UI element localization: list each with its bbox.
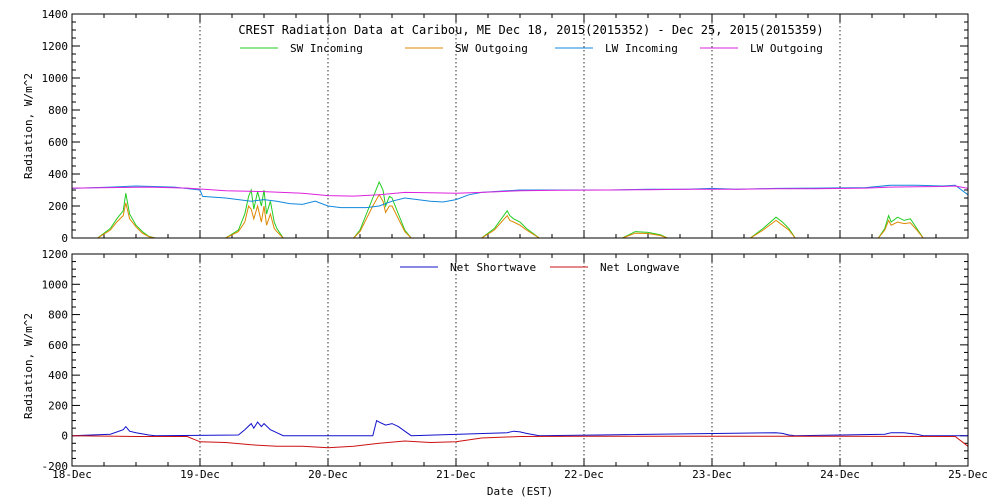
y-tick-label: 200 [48,200,68,213]
legend-label: LW Outgoing [750,42,823,55]
y-tick-label: 800 [48,104,68,117]
net-longwave-line [71,435,969,449]
x-tick-label: 25-Dec [948,468,988,481]
y-tick-label: 1200 [42,248,69,261]
y-tick-label: -200 [42,460,69,473]
y-tick-label: 0 [61,430,68,443]
top-y-axis-label: Radiation, W/m^2 [22,73,35,179]
y-tick-label: 1400 [42,8,69,21]
plot-frame [71,13,969,239]
legend-label: LW Incoming [605,42,678,55]
x-tick-label: 21-Dec [436,468,476,481]
sw-outgoing-line [72,193,968,239]
legend-label: Net Shortwave [450,261,536,274]
y-tick-label: 600 [48,136,68,149]
y-tick-label: 600 [48,339,68,352]
y-tick-label: 1000 [42,278,69,291]
y-tick-label: 400 [48,168,68,181]
y-tick-label: 800 [48,309,68,322]
plot-frame [71,253,969,467]
x-tick-label: 18-Dec [52,468,92,481]
y-tick-label: 1000 [42,72,69,85]
x-tick-label: 22-Dec [564,468,604,481]
y-tick-label: 200 [48,399,68,412]
y-tick-label: 0 [61,232,68,245]
y-tick-label: 1200 [42,40,69,53]
net-shortwave-line [71,419,968,437]
legend-label: SW Incoming [290,42,363,55]
x-axis-label: Date (EST) [487,485,553,498]
chart-title: CREST Radiation Data at Caribou, ME Dec … [238,23,823,37]
x-tick-label: 23-Dec [692,468,732,481]
legend-label: SW Outgoing [455,42,528,55]
y-tick-label: 400 [48,369,68,382]
x-tick-label: 24-Dec [820,468,860,481]
x-tick-label: 20-Dec [308,468,348,481]
bottom-y-axis-label: Radiation, W/m^2 [22,313,35,419]
x-tick-label: 19-Dec [180,468,220,481]
legend-label: Net Longwave [600,261,679,274]
lw-outgoing-line [71,185,969,197]
